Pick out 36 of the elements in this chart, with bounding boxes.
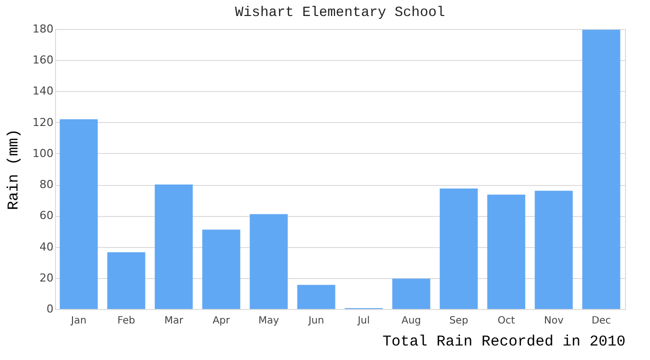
y-tick-label: 140: [32, 84, 54, 98]
bar: [582, 30, 620, 309]
x-tick-label: Oct: [498, 316, 515, 326]
x-tick-label: Nov: [544, 316, 564, 326]
bar: [440, 188, 478, 309]
x-tick-label: Aug: [401, 316, 422, 326]
x-tick-label: Apr: [212, 316, 231, 326]
x-axis-title: Total Rain Recorded in 2010: [382, 334, 626, 350]
x-tick-label: Dec: [592, 316, 611, 326]
y-tick-label: 160: [32, 54, 54, 67]
y-tick-label: 80: [40, 178, 54, 192]
y-tick-label: 120: [32, 116, 54, 129]
bar: [107, 252, 146, 309]
x-tick-label: Mar: [164, 316, 184, 326]
x-tick-label: Jun: [307, 316, 324, 326]
x-tick-label: Jul: [356, 316, 370, 326]
bar: [534, 190, 573, 309]
y-tick-label: 20: [40, 271, 54, 284]
chart-title: Wishart Elementary School: [234, 5, 446, 21]
x-tick-label: Feb: [117, 316, 136, 326]
y-tick-label: 0: [46, 302, 54, 316]
bar: [487, 194, 526, 309]
y-tick-label: 60: [40, 209, 54, 222]
bar: [60, 119, 98, 309]
bar: [392, 278, 430, 309]
y-tick-label: 100: [32, 146, 54, 160]
y-tick-label: 180: [32, 22, 54, 36]
y-axis-title: Rain (mm): [6, 128, 23, 210]
x-tick-label: Jan: [70, 316, 86, 326]
x-tick-label: May: [258, 316, 280, 326]
bar: [297, 284, 336, 309]
bar: [250, 214, 288, 309]
bar: [154, 184, 193, 309]
y-tick-label: 40: [40, 240, 54, 254]
bar: [202, 230, 240, 309]
x-tick-label: Sep: [449, 316, 468, 326]
